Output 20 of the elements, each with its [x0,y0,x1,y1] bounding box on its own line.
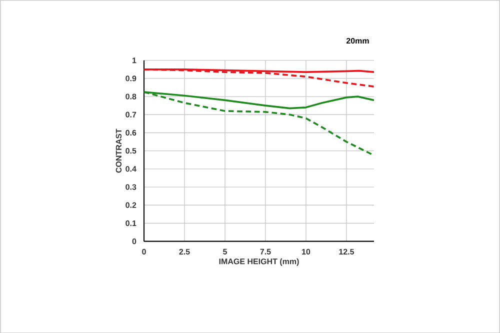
y-tick-label: 0.5 [126,148,136,154]
y-tick-label: 1 [132,57,136,63]
chart-title: 20mm [346,38,369,44]
y-axis-title: CONTRAST [116,128,122,173]
x-tick-label: 2.5 [179,248,190,254]
x-tick-label: 12.5 [339,248,354,254]
y-tick-label: 0.9 [126,75,136,82]
y-tick-label: 0.2 [126,202,136,208]
y-tick-label: 0.4 [126,166,136,172]
y-tick-label: 0.3 [126,184,136,190]
y-tick-label: 0.1 [126,220,136,226]
x-tick-label: 7.5 [260,248,271,254]
y-tick-label: 0.8 [126,94,136,100]
x-tick-label: 5 [223,248,227,254]
x-axis-title: IMAGE HEIGHT (mm) [219,258,299,266]
y-tick-label: 0.6 [126,130,136,136]
x-tick-label: 10 [302,248,310,254]
x-tick-label: 0 [142,248,146,254]
y-tick-label: 0 [132,238,136,244]
y-tick-label: 0.7 [126,112,136,118]
